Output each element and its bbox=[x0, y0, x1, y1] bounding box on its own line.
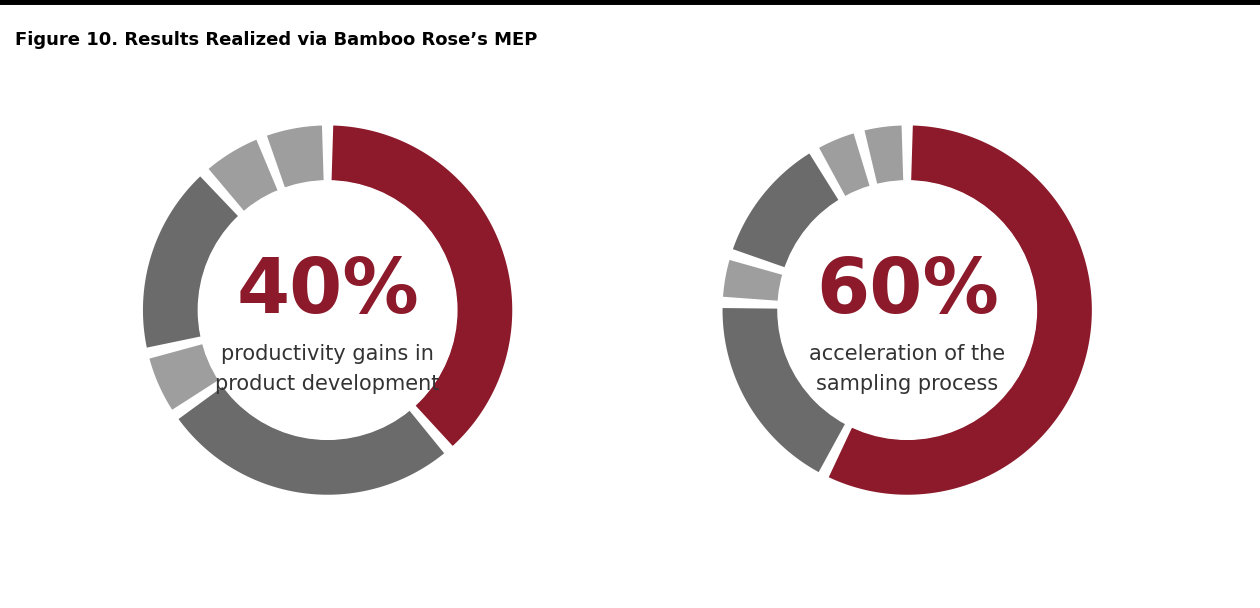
Circle shape bbox=[198, 181, 457, 440]
Polygon shape bbox=[150, 344, 219, 410]
Polygon shape bbox=[829, 125, 1092, 495]
Text: Figure 10. Results Realized via Bamboo Rose’s MEP: Figure 10. Results Realized via Bamboo R… bbox=[15, 30, 538, 49]
Polygon shape bbox=[142, 176, 238, 348]
Polygon shape bbox=[331, 125, 513, 446]
Text: acceleration of the
sampling process: acceleration of the sampling process bbox=[809, 344, 1005, 394]
Circle shape bbox=[777, 181, 1037, 440]
Polygon shape bbox=[864, 125, 903, 184]
Polygon shape bbox=[267, 125, 324, 188]
Text: 60%: 60% bbox=[815, 255, 999, 328]
Polygon shape bbox=[733, 153, 839, 268]
Polygon shape bbox=[819, 133, 869, 196]
Polygon shape bbox=[209, 140, 277, 211]
Text: productivity gains in
product development: productivity gains in product developmen… bbox=[215, 344, 440, 394]
Polygon shape bbox=[179, 386, 445, 495]
Polygon shape bbox=[722, 308, 845, 472]
Text: 40%: 40% bbox=[236, 255, 420, 328]
Polygon shape bbox=[723, 260, 782, 301]
